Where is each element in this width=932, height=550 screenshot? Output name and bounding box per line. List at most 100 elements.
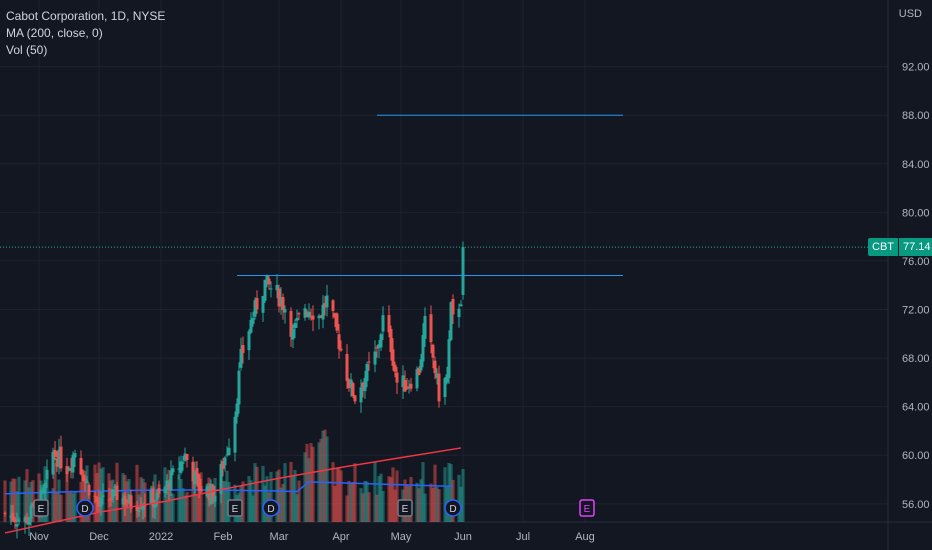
event-marker-letter: E [402, 504, 409, 515]
volume-bar [323, 429, 327, 522]
volume-bar [395, 470, 399, 522]
volume-bar [391, 467, 395, 522]
volume-bar [253, 463, 257, 522]
volume-bar [195, 494, 199, 522]
event-marker-letter: D [81, 504, 88, 515]
earnings-marker-icon[interactable]: E [33, 499, 49, 517]
volume-bar [275, 471, 279, 522]
candle-body [25, 516, 29, 524]
volume-bar [153, 474, 157, 522]
candle-body [325, 295, 329, 308]
candle-body [247, 331, 251, 351]
candle-body [241, 345, 245, 353]
time-tick-label: Apr [332, 531, 349, 543]
volume-bar [247, 476, 251, 522]
candle-body [129, 495, 133, 509]
volume-bar [171, 493, 175, 522]
volume-bar [169, 492, 173, 522]
volume-bar [149, 488, 153, 522]
candle-body [407, 386, 411, 388]
dividend-marker-icon[interactable]: D [444, 499, 462, 517]
price-tick-label: 68.00 [902, 353, 930, 365]
candle-body [395, 372, 399, 383]
earnings-marker-icon[interactable]: E [227, 499, 243, 517]
volume-bar [23, 480, 27, 522]
candle-body [153, 501, 157, 508]
candle-body [421, 335, 425, 362]
candle-body [205, 486, 209, 497]
candle-body [317, 315, 321, 319]
volume-bar [27, 487, 31, 522]
candle-body [239, 349, 243, 368]
candle-body [233, 416, 237, 453]
candle-body [125, 501, 129, 504]
price-tick-label: 76.00 [902, 256, 930, 268]
candle-body [195, 468, 199, 476]
candle-body [237, 370, 241, 405]
candle-body [53, 449, 57, 457]
candle-body [3, 512, 7, 514]
candle-body [249, 319, 253, 333]
candle-body [367, 361, 371, 363]
candle-body [389, 329, 393, 353]
candle-body [457, 308, 461, 318]
volume-bar [293, 469, 297, 522]
candle-body [401, 375, 405, 388]
time-tick-label: Nov [29, 531, 49, 543]
candle-body [393, 364, 397, 372]
candle-body [67, 468, 71, 471]
volume-bar [393, 489, 397, 522]
candle-body [191, 461, 195, 482]
candle-body [429, 314, 433, 343]
candle-body [277, 288, 281, 307]
price-tick-label: 72.00 [902, 305, 930, 317]
volume-bar [197, 482, 201, 522]
volume-bar [255, 466, 259, 522]
volume-bar [15, 491, 19, 522]
candle-body [177, 468, 181, 470]
volume-bar [241, 481, 245, 522]
candle-body [223, 457, 227, 466]
candle-body [279, 298, 283, 304]
volume-bar [165, 482, 169, 522]
candle-body [15, 524, 19, 527]
candle-body [71, 454, 75, 473]
candle-body [291, 328, 295, 340]
volume-bar [331, 462, 335, 522]
event-marker-letter: E [38, 504, 45, 515]
volume-bar [55, 492, 59, 522]
candle-body [127, 494, 131, 503]
candle-body [79, 458, 83, 475]
candle-body [363, 377, 367, 392]
candle-body [375, 347, 379, 349]
candle-body [97, 497, 101, 507]
volume-bar [283, 463, 287, 522]
volume-bar [333, 486, 337, 522]
earnings-marker-icon[interactable]: E [579, 499, 595, 517]
candle-body [221, 461, 225, 469]
candle-body [459, 304, 463, 307]
candle-body [373, 351, 377, 365]
candle-body [95, 497, 99, 502]
dividend-marker-icon[interactable]: D [76, 499, 94, 517]
candle-body [275, 284, 279, 291]
volume-bar [281, 483, 285, 522]
candle-body [121, 497, 125, 505]
candle-body [157, 488, 161, 494]
volume-bar [337, 468, 341, 522]
candle-body [351, 383, 355, 397]
dividend-marker-icon[interactable]: D [262, 499, 280, 517]
candle-body [169, 470, 173, 491]
candle-body [267, 278, 271, 285]
earnings-marker-icon[interactable]: E [397, 499, 413, 517]
volume-bar [423, 493, 427, 522]
candle-body [213, 495, 217, 502]
candle-body [379, 334, 383, 348]
volume-bar [269, 471, 273, 522]
candle-body [113, 485, 117, 488]
time-tick-label: 2022 [149, 531, 173, 543]
volume-bar [191, 462, 195, 522]
candle-body [11, 512, 15, 521]
candle-body [81, 474, 85, 482]
